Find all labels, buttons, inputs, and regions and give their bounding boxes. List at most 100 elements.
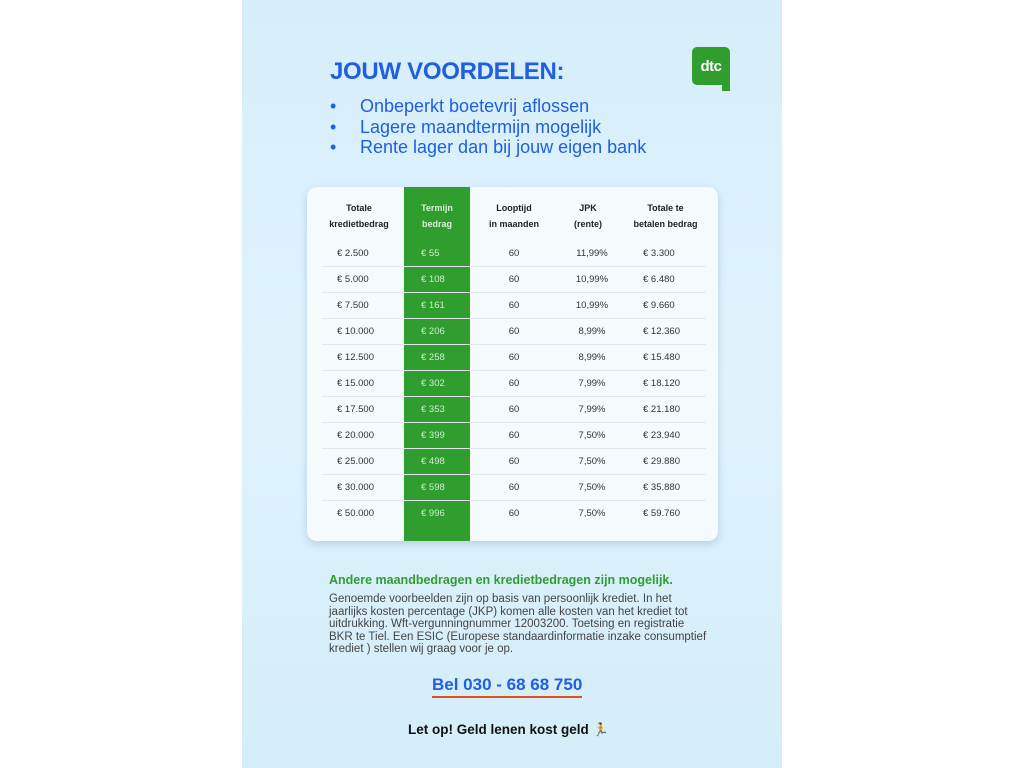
page-title: JOUW VOORDELEN:: [330, 58, 565, 85]
header-line: Totale: [346, 203, 372, 213]
cell-termijnbedrag: € 353: [421, 404, 445, 415]
column-header-termijnbedrag: Termijn bedrag: [404, 200, 470, 232]
cell-kredietbedrag: € 10.000: [337, 326, 374, 337]
cell-jpk: 7,50%: [578, 456, 606, 467]
cell-kredietbedrag: € 50.000: [337, 508, 374, 519]
cell-termijnbedrag: € 55: [421, 248, 440, 259]
column-header-looptijd: Looptijd in maanden: [470, 200, 558, 232]
table-row: € 20.000 € 399 60 7,50% € 23.940: [307, 423, 718, 449]
header-line: JPK: [579, 203, 597, 213]
cell-jpk: 7,99%: [578, 378, 606, 389]
cell-jpk: 11,99%: [576, 248, 608, 259]
table-row: € 50.000 € 996 60 7,50% € 59.760: [307, 501, 718, 527]
cell-looptijd: 60: [508, 456, 520, 467]
cell-jpk: 8,99%: [578, 326, 606, 337]
cell-termijnbedrag: € 258: [421, 352, 445, 363]
cell-kredietbedrag: € 7.500: [337, 300, 369, 311]
phone-link[interactable]: Bel 030 - 68 68 750: [432, 675, 583, 698]
row-divider: [322, 500, 706, 501]
cell-totaal-te-betalen: € 15.480: [643, 352, 680, 363]
cell-kredietbedrag: € 12.500: [337, 352, 374, 363]
cell-looptijd: 60: [508, 352, 520, 363]
cell-looptijd: 60: [508, 430, 520, 441]
flyer-page: JOUW VOORDELEN: dtc Onbeperkt boetevrij …: [242, 0, 782, 768]
cell-totaal-te-betalen: € 59.760: [643, 508, 680, 519]
cell-looptijd: 60: [508, 300, 520, 311]
warning-text: Let op! Geld lenen kost geld: [408, 722, 589, 737]
benefit-item: Rente lager dan bij jouw eigen bank: [330, 137, 646, 158]
running-man-icon: 🏃: [592, 722, 609, 737]
row-divider: [322, 474, 706, 475]
cell-termijnbedrag: € 399: [421, 430, 445, 441]
cell-kredietbedrag: € 20.000: [337, 430, 374, 441]
cell-jpk: 7,50%: [578, 430, 606, 441]
cell-termijnbedrag: € 108: [421, 274, 445, 285]
cell-termijnbedrag: € 206: [421, 326, 445, 337]
cell-totaal-te-betalen: € 18.120: [643, 378, 680, 389]
table-row: € 17.500 € 353 60 7,99% € 21.180: [307, 397, 718, 423]
warning: Let op! Geld lenen kost geld 🏃: [408, 722, 609, 738]
row-divider: [322, 422, 706, 423]
table-row: € 2.500 € 55 60 11,99% € 3.300: [307, 241, 718, 267]
row-divider: [322, 396, 706, 397]
cell-kredietbedrag: € 2.500: [337, 248, 369, 259]
row-divider: [322, 292, 706, 293]
column-header-jpk: JPK (rente): [558, 200, 618, 232]
cell-jpk: 10,99%: [575, 274, 609, 285]
cell-totaal-te-betalen: € 9.660: [643, 300, 675, 311]
cell-totaal-te-betalen: € 6.480: [643, 274, 675, 285]
row-divider: [322, 448, 706, 449]
cell-jpk: 7,50%: [578, 482, 606, 493]
dtc-logo: dtc: [692, 47, 730, 91]
cell-termijnbedrag: € 161: [421, 300, 445, 311]
cell-kredietbedrag: € 5.000: [337, 274, 369, 285]
cell-kredietbedrag: € 15.000: [337, 378, 374, 389]
benefit-item: Onbeperkt boetevrij aflossen: [330, 96, 646, 117]
row-divider: [322, 344, 706, 345]
cell-kredietbedrag: € 30.000: [337, 482, 374, 493]
row-divider: [322, 370, 706, 371]
cell-totaal-te-betalen: € 3.300: [643, 248, 675, 259]
cell-jpk: 8,99%: [578, 352, 606, 363]
cell-termijnbedrag: € 302: [421, 378, 445, 389]
table-row: € 7.500 € 161 60 10,99% € 9.660: [307, 293, 718, 319]
cell-totaal-te-betalen: € 35.880: [643, 482, 680, 493]
header-line: Totale te: [647, 203, 684, 213]
cell-looptijd: 60: [508, 508, 520, 519]
cell-jpk: 7,99%: [578, 404, 606, 415]
cell-totaal-te-betalen: € 12.360: [643, 326, 680, 337]
loan-table: Totale kredietbedrag Termijn bedrag Looptijd…: [307, 187, 718, 541]
cell-kredietbedrag: € 25.000: [337, 456, 374, 467]
header-line: kredietbedrag: [329, 219, 389, 229]
column-header-totaal-te-betalen: Totale te betalen bedrag: [618, 200, 713, 232]
table-row: € 30.000 € 598 60 7,50% € 35.880: [307, 475, 718, 501]
table-row: € 15.000 € 302 60 7,99% € 18.120: [307, 371, 718, 397]
disclaimer-text: Genoemde voorbeelden zijn op basis van p…: [329, 593, 707, 655]
header-line: Termijn: [421, 203, 453, 213]
cell-looptijd: 60: [508, 326, 520, 337]
column-header-kredietbedrag: Totale kredietbedrag: [317, 200, 401, 232]
header-line: in maanden: [488, 219, 539, 229]
cell-looptijd: 60: [508, 404, 520, 415]
cell-looptijd: 60: [508, 482, 520, 493]
row-divider: [322, 266, 706, 267]
highlight-column: [404, 187, 470, 541]
header-line: (rente): [573, 219, 602, 229]
benefit-item: Lagere maandtermijn mogelijk: [330, 117, 646, 138]
green-note: Andere maandbedragen en kredietbedragen …: [329, 573, 673, 587]
cell-totaal-te-betalen: € 21.180: [643, 404, 680, 415]
cell-totaal-te-betalen: € 23.940: [643, 430, 680, 441]
cell-termijnbedrag: € 498: [421, 456, 445, 467]
cell-looptijd: 60: [508, 274, 520, 285]
cell-termijnbedrag: € 996: [421, 508, 445, 519]
row-divider: [322, 318, 706, 319]
table-row: € 5.000 € 108 60 10,99% € 6.480: [307, 267, 718, 293]
header-line: bedrag: [421, 219, 452, 229]
cell-termijnbedrag: € 598: [421, 482, 445, 493]
cell-jpk: 10,99%: [575, 300, 609, 311]
header-line: betalen bedrag: [633, 219, 698, 229]
cell-looptijd: 60: [508, 248, 520, 259]
table-row: € 10.000 € 206 60 8,99% € 12.360: [307, 319, 718, 345]
table-row: € 12.500 € 258 60 8,99% € 15.480: [307, 345, 718, 371]
benefits-list: Onbeperkt boetevrij aflossen Lagere maan…: [330, 96, 646, 158]
